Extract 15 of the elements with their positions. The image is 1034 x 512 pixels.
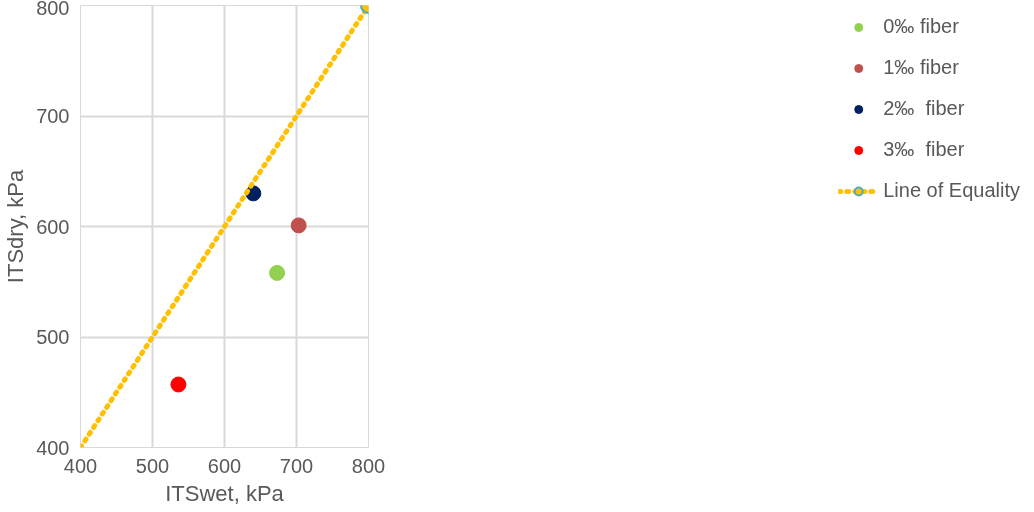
y-axis-title: ITSdry, kPa	[3, 169, 29, 284]
y-tick-label: 500	[36, 326, 70, 348]
x-tick-label: 700	[279, 454, 314, 477]
y-tick-label: 700	[36, 105, 70, 127]
x-axis-title: ITSwet, kPa	[165, 480, 285, 506]
legend-label: 0‰ fiber	[883, 15, 959, 38]
y-tick-label: 600	[36, 215, 70, 238]
legend-label: 3‰ fiber	[883, 138, 965, 161]
x-tick-label: 600	[207, 454, 242, 477]
x-tick-label: 500	[135, 454, 170, 477]
legend-label: 2‰ fiber	[883, 97, 965, 120]
y-tick-label: 800	[36, 0, 70, 19]
legend-label: Line of Equality	[883, 179, 1020, 202]
legend-label: 1‰ fiber	[883, 56, 959, 79]
x-tick-label: 800	[351, 454, 386, 477]
